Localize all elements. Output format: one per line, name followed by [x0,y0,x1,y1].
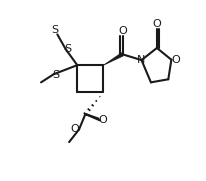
Text: S: S [52,70,59,80]
Text: S: S [64,44,71,54]
Text: N: N [137,55,145,65]
Text: S: S [51,25,58,35]
Polygon shape [103,53,123,65]
Text: O: O [118,26,126,36]
Text: O: O [171,55,179,65]
Text: O: O [98,115,107,125]
Text: O: O [70,124,78,134]
Text: O: O [152,18,160,29]
